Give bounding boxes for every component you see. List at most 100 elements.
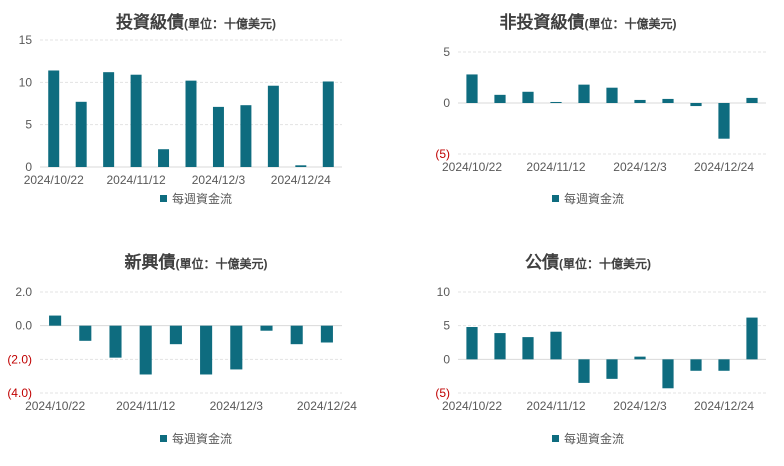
bar — [320, 325, 333, 343]
bar — [662, 359, 674, 389]
chart-title: 投資級債(單位：十億美元) — [0, 8, 392, 33]
chart-panel-high-yield: 非投資級債(單位：十億美元) 5 0 (5) 2024/10/22 2024/11/12… — [392, 0, 784, 226]
bar — [295, 165, 307, 167]
bar — [212, 106, 224, 167]
x-tick-label: 2024/12/24 — [694, 399, 754, 413]
y-tick-label: (4.0) — [7, 386, 32, 400]
legend-label: 每週資金流 — [171, 432, 232, 446]
bar — [634, 356, 646, 360]
bar — [550, 101, 562, 103]
x-tick-label: 2024/10/22 — [442, 399, 502, 413]
bar — [169, 325, 182, 345]
bar — [550, 331, 562, 360]
bar — [103, 72, 115, 167]
y-tick-label: 0 — [25, 160, 32, 174]
x-tick-label: 2024/10/22 — [25, 399, 85, 413]
bar — [690, 359, 702, 371]
bar — [230, 325, 243, 370]
bar — [746, 317, 758, 360]
legend-swatch — [551, 195, 559, 202]
y-tick-label: 15 — [19, 33, 33, 47]
chart-title-unit: (單位：十億美元) — [584, 17, 677, 31]
legend-label: 每週資金流 — [563, 192, 624, 206]
bar — [690, 103, 702, 107]
y-tick-label: 0 — [443, 96, 450, 110]
x-tick-label: 2024/12/3 — [210, 399, 264, 413]
x-tick-label: 2024/10/22 — [442, 160, 502, 174]
bar — [48, 70, 60, 167]
legend: 每週資金流 — [0, 430, 392, 447]
chart-title-unit: (單位：十億美元) — [175, 257, 268, 271]
bar — [158, 149, 170, 167]
bar — [79, 325, 92, 341]
bar — [578, 359, 590, 383]
y-tick-label: 5 — [443, 319, 450, 333]
bar — [322, 81, 334, 167]
bar — [494, 333, 506, 360]
x-tick-label: 2024/12/24 — [271, 173, 331, 187]
legend-label: 每週資金流 — [171, 192, 232, 206]
y-tick-label: 2.0 — [15, 285, 32, 299]
y-tick-label: 5 — [25, 118, 32, 132]
bar — [267, 85, 279, 167]
bar — [290, 325, 303, 345]
legend: 每週資金流 — [392, 430, 784, 447]
chart-title-unit: (單位：十億美元) — [184, 17, 276, 31]
bar — [634, 99, 646, 103]
y-tick-label: 0 — [443, 352, 450, 366]
bar — [718, 103, 730, 139]
chart-title-main: 投資級債 — [116, 13, 184, 32]
bar — [494, 94, 506, 103]
bar — [662, 98, 674, 103]
bar — [130, 74, 142, 167]
bar — [75, 101, 87, 167]
bar — [49, 315, 62, 326]
y-tick-label: 0.0 — [15, 319, 32, 333]
chart-title-main: 非投資級債 — [499, 13, 585, 32]
bar — [185, 80, 197, 167]
bar — [200, 325, 213, 375]
y-tick-label: (5) — [435, 147, 450, 161]
chart-panel-investment-grade: 投資級債(單位：十億美元) 15 10 5 0 2024/10/22 2024/11/12… — [0, 0, 392, 226]
bar — [139, 325, 152, 375]
legend-swatch — [551, 435, 559, 442]
bar — [522, 337, 534, 360]
bar — [466, 327, 478, 360]
x-tick-label: 2024/12/3 — [613, 399, 667, 413]
bar — [260, 325, 273, 331]
chart-title-unit: (單位：十億美元) — [559, 257, 651, 271]
bar — [109, 325, 122, 358]
bar — [466, 74, 478, 103]
bar — [718, 359, 730, 371]
y-tick-label: 10 — [437, 285, 451, 299]
x-tick-label: 2024/12/3 — [192, 173, 246, 187]
x-tick-label: 2024/10/22 — [24, 173, 84, 187]
x-tick-label: 2024/11/12 — [107, 173, 166, 187]
bar-chart: 5 0 (5)2024/10/22 2024/11/12 2024/12/3 2024/1… — [435, 45, 766, 174]
chart-title: 非投資級債(單位：十億美元) — [392, 8, 784, 33]
x-tick-label: 2024/12/24 — [694, 160, 754, 174]
legend: 每週資金流 — [392, 190, 784, 207]
bar — [578, 84, 590, 103]
chart-panel-government-bond: 公債(單位：十億美元) 10 5 0 (5) 2024/10/22 2024/11/12 2… — [392, 240, 784, 466]
x-tick-label: 2024/11/12 — [526, 399, 585, 413]
chart-title: 公債(單位：十億美元) — [392, 248, 784, 273]
bar — [606, 359, 618, 379]
chart-title-main: 公債 — [525, 253, 559, 272]
y-tick-label: (2.0) — [7, 352, 32, 366]
y-tick-label: 5 — [443, 45, 450, 59]
x-tick-label: 2024/12/24 — [297, 399, 357, 413]
bar-chart: 2.0 0.0 (2.0) (4.0)2024/10/22 2024/11/12 2024… — [7, 285, 357, 413]
y-tick-label: 10 — [19, 75, 33, 89]
legend-label: 每週資金流 — [563, 432, 624, 446]
chart-title-main: 新興債 — [124, 253, 176, 272]
legend-swatch — [159, 435, 167, 442]
chart-panel-emerging-market: 新興債(單位：十億美元) 2.0 0.0 (2.0) (4.0) 2024/10/22 2… — [0, 240, 392, 466]
bar — [606, 87, 618, 103]
bar — [522, 91, 534, 103]
x-tick-label: 2024/12/3 — [613, 160, 667, 174]
chart-title: 新興債(單位：十億美元) — [0, 248, 392, 273]
x-tick-label: 2024/11/12 — [526, 160, 585, 174]
y-tick-label: (5) — [435, 386, 450, 400]
